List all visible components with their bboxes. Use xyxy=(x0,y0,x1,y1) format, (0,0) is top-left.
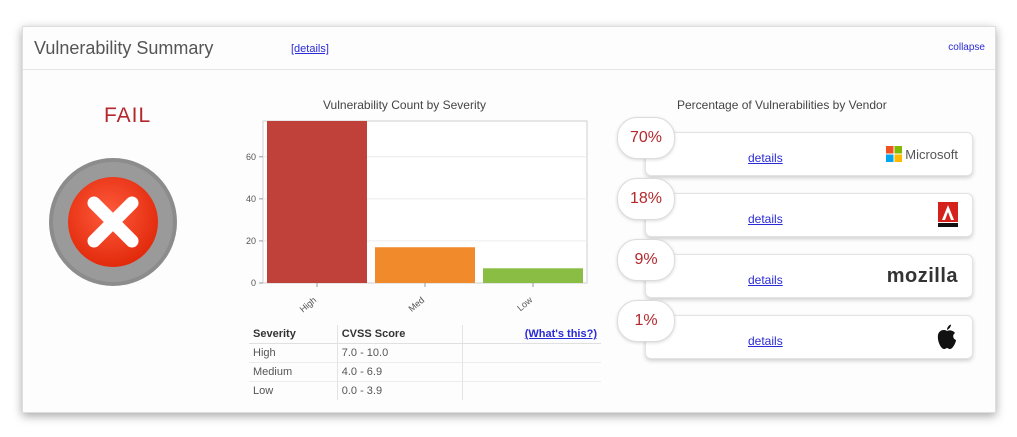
y-tick-label: 60 xyxy=(246,152,256,162)
col-header-severity: Severity xyxy=(249,325,338,344)
vendor-details-link[interactable]: details xyxy=(748,273,783,287)
y-tick-label: 20 xyxy=(246,236,256,246)
score-cell: 7.0 - 10.0 xyxy=(336,343,463,363)
vendor-details-link[interactable]: details xyxy=(748,334,783,348)
table-row: Medium 4.0 - 6.9 xyxy=(249,362,601,382)
y-tick-label: 0 xyxy=(251,278,256,288)
whats-this-cell: (What's this?) xyxy=(461,325,601,344)
adobe-logo xyxy=(938,194,958,236)
apple-icon xyxy=(937,324,956,349)
severity-bar-chart: 0 20 40 60 High Med Low xyxy=(213,113,593,333)
table-row: Low 0.0 - 3.9 xyxy=(249,381,601,400)
severity-chart-svg: 0 20 40 60 High Med Low xyxy=(246,120,588,315)
score-cell: 0.0 - 3.9 xyxy=(336,381,463,400)
score-cell: 4.0 - 6.9 xyxy=(336,362,463,382)
bar-low xyxy=(483,268,583,283)
vendor-card-microsoft: 70% details Microsoft xyxy=(617,117,973,176)
x-tick-label: Med xyxy=(406,295,426,314)
mozilla-logo: mozilla xyxy=(887,255,958,297)
percent-bubble: 70% xyxy=(617,117,675,159)
severity-chart-title: Vulnerability Count by Severity xyxy=(323,98,486,112)
x-tick-label: High xyxy=(298,295,319,315)
vulnerability-summary-panel: Vulnerability Summary [details] collapse… xyxy=(22,26,996,413)
severity-cvss-table: Severity CVSS Score (What's this?) High … xyxy=(249,325,601,400)
whats-this-link[interactable]: (What's this?) xyxy=(524,328,597,340)
vendor-chart-title: Percentage of Vulnerabilities by Vendor xyxy=(677,98,887,112)
y-tick-label: 40 xyxy=(246,194,256,204)
vendor-name: Microsoft xyxy=(905,146,958,162)
percent-bubble: 1% xyxy=(617,300,675,342)
col-header-cvss: CVSS Score xyxy=(336,325,463,344)
microsoft-logo: Microsoft xyxy=(886,133,958,175)
vendor-card-adobe: 18% details xyxy=(617,178,973,237)
vendor-details-link[interactable]: details xyxy=(748,151,783,165)
severity-cell: Medium xyxy=(249,362,338,382)
vendor-card-apple: 1% details xyxy=(617,300,973,359)
fail-status-text: FAIL xyxy=(104,104,152,127)
microsoft-windows-icon xyxy=(886,146,903,162)
percent-bubble: 9% xyxy=(617,239,675,281)
severity-cell: Low xyxy=(249,381,338,400)
percent-bubble: 18% xyxy=(617,178,675,220)
panel-title: Vulnerability Summary xyxy=(34,38,214,58)
adobe-icon xyxy=(938,202,958,227)
severity-cell: High xyxy=(249,343,338,363)
apple-logo xyxy=(936,316,958,358)
vendor-details-link[interactable]: details xyxy=(748,212,783,226)
bar-high xyxy=(267,121,367,283)
panel-header: Vulnerability Summary [details] collapse xyxy=(23,27,995,70)
bar-med xyxy=(375,247,475,283)
vendor-card-mozilla: 9% details mozilla xyxy=(617,239,973,298)
table-row: High 7.0 - 10.0 xyxy=(249,343,601,363)
vendor-name: mozilla xyxy=(886,264,958,287)
collapse-link[interactable]: collapse xyxy=(948,42,985,53)
x-tick-label: Low xyxy=(515,295,534,314)
details-link[interactable]: [details] xyxy=(291,43,329,55)
fail-x-icon xyxy=(48,157,178,287)
